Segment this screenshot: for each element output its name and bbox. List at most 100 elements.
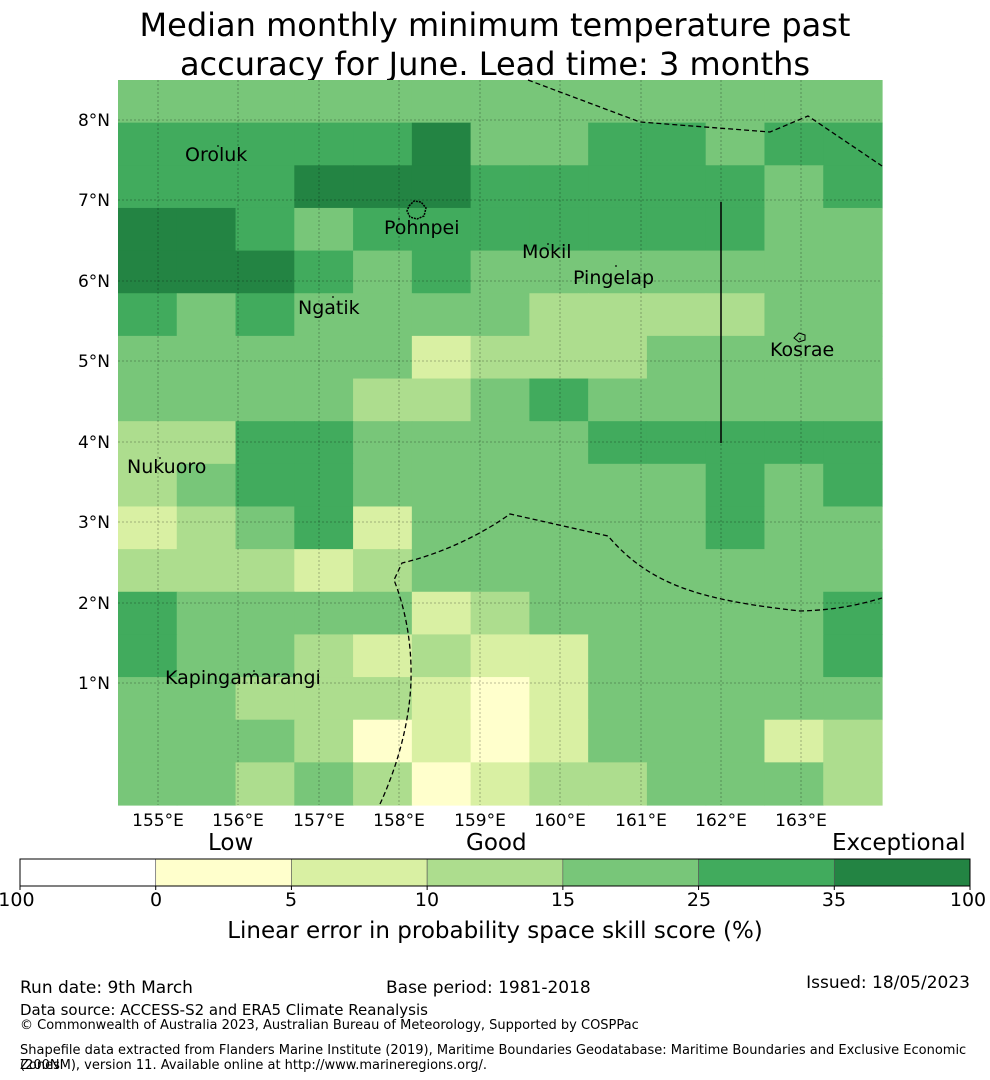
place-marker: [547, 243, 549, 245]
place-label: Mokil: [522, 241, 572, 263]
skill-cell: [646, 335, 707, 380]
skill-cell: [764, 719, 824, 763]
skill-cell: [705, 719, 766, 763]
colorbar-frame: [19, 858, 971, 887]
skill-cell: [353, 549, 413, 593]
skill-cell: [235, 80, 295, 124]
skill-cell: [529, 122, 589, 166]
skill-cell: [470, 250, 530, 294]
skill-cell: [764, 762, 824, 806]
skill-cell: [823, 591, 883, 636]
skill-cell: [353, 122, 413, 166]
skill-cell: [823, 634, 883, 678]
skill-cell: [705, 207, 766, 252]
skill-cell: [823, 677, 883, 721]
skill-cell: [588, 378, 648, 422]
skill-cell: [294, 463, 354, 508]
skill-cell: [646, 80, 707, 124]
skill-cell: [353, 591, 413, 636]
skill-cell: [235, 634, 295, 678]
skill-cell: [588, 677, 648, 721]
skill-cell: [470, 506, 530, 550]
copyright: © Commonwealth of Australia 2023, Austra…: [20, 1018, 639, 1033]
eez-boundary-south: [379, 513, 883, 805]
skill-cell: [529, 591, 589, 636]
skill-cell: [294, 549, 354, 593]
skill-cell: [294, 719, 354, 763]
skill-cell: [529, 634, 589, 678]
skill-cell: [646, 421, 707, 465]
shapefile-credit-line-1: Shapefile data extracted from Flanders M…: [20, 1043, 967, 1073]
skill-cell: [529, 463, 589, 508]
skill-cell: [118, 634, 178, 678]
skill-cell: [294, 207, 354, 252]
map-title-line-2: accuracy for June. Lead time: 3 months: [179, 45, 811, 83]
skill-cell: [705, 463, 766, 508]
skill-cell: [588, 762, 648, 806]
skill-cell: [470, 378, 530, 422]
skill-cell: [588, 719, 648, 763]
latitude-label: 4°N: [78, 433, 110, 453]
skill-cell: [588, 549, 648, 593]
skill-cell: [646, 293, 707, 337]
skill-cell: [764, 293, 824, 337]
longitude-label: 160°E: [534, 811, 586, 831]
skill-cell: [588, 293, 648, 337]
colorbar-header-low: Low: [208, 830, 254, 856]
shapefile-credit-line-2: (200NM), version 11. Available online at…: [20, 1058, 488, 1073]
colorbar-segment: [19, 858, 157, 887]
skill-cell: [353, 463, 413, 508]
skill-cell: [588, 250, 648, 294]
skill-cell: [470, 207, 530, 252]
skill-cell: [705, 549, 766, 593]
skill-cell: [646, 165, 707, 209]
skill-cell: [176, 719, 237, 763]
kosrae-island-outline: [793, 332, 806, 343]
skill-cell: [705, 506, 766, 550]
skill-cell: [176, 250, 237, 294]
latitude-label: 2°N: [78, 594, 110, 614]
skill-cell: [353, 762, 413, 806]
skill-cell: [764, 378, 824, 422]
skill-cell: [235, 719, 295, 763]
skill-cell: [529, 762, 589, 806]
skill-cell: [823, 207, 883, 252]
skill-cell: [294, 421, 354, 465]
latitude-label: 7°N: [78, 191, 110, 211]
skill-cell: [118, 80, 178, 124]
latitude-label: 1°N: [78, 674, 110, 694]
skill-cell: [235, 293, 295, 337]
skill-cell: [529, 250, 589, 294]
colorbar-segment: [698, 858, 835, 887]
skill-cell: [235, 378, 295, 422]
skill-cell: [764, 591, 824, 636]
skill-cell: [411, 122, 472, 166]
skill-cell: [118, 122, 178, 166]
skill-cell: [353, 719, 413, 763]
skill-cell: [470, 677, 530, 721]
skill-cell: [764, 207, 824, 252]
skill-cell: [411, 378, 472, 422]
longitude-label: 157°E: [293, 811, 345, 831]
colorbar-segment: [426, 858, 564, 887]
skill-cell: [411, 719, 472, 763]
skill-cell: [235, 165, 295, 209]
skill-cell: [588, 634, 648, 678]
skill-cell: [235, 335, 295, 380]
skill-cell: [764, 250, 824, 294]
skill-cell: [705, 165, 766, 209]
longitude-label: 161°E: [615, 811, 667, 831]
skill-cell: [529, 719, 589, 763]
skill-cell: [235, 506, 295, 550]
skill-cell: [176, 122, 237, 166]
skill-cell: [470, 463, 530, 508]
place-label: Nukuoro: [127, 456, 206, 478]
skill-cell: [764, 549, 824, 593]
skill-cell: [235, 463, 295, 508]
skill-cell: [353, 293, 413, 337]
place-label: Pingelap: [573, 267, 654, 289]
place-label: Pohnpei: [384, 217, 460, 239]
skill-cell: [646, 378, 707, 422]
skill-cell: [529, 293, 589, 337]
